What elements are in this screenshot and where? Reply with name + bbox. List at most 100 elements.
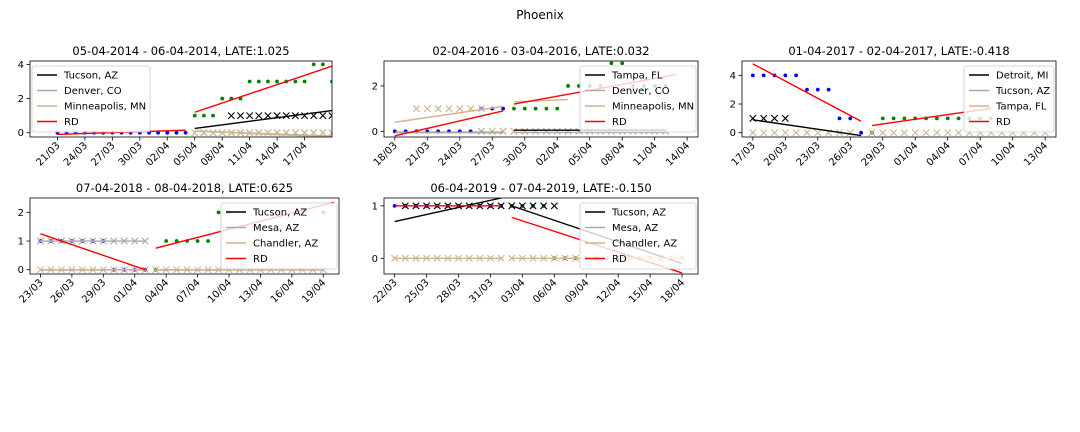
subplot-title: 07-04-2018 - 08-04-2018, LATE:0.625 [76,181,293,195]
legend-label: Minneapolis, MN [64,102,146,113]
point-denver-co [542,127,551,135]
x-tick-label: 03/04 [499,277,527,305]
point-phoenix [512,106,516,111]
point-phoenix [544,106,549,111]
legend-label: Tampa, FL [611,71,663,82]
x-tick-label: 29/03 [860,140,888,168]
point-phoenix [164,239,169,243]
legend-label: Tucson, AZ [252,208,307,219]
legend-box [579,65,697,133]
point-tucson-az [246,112,254,120]
x-tick-label: 23/03 [795,140,823,168]
point-phoenix [174,130,179,135]
y-tick-label: 1 [18,237,24,248]
x-tick-label: 18/04 [659,277,687,305]
point-phoenix [256,79,261,84]
point-phoenix [566,84,570,88]
legend-label: Denver, CO [64,86,122,97]
point-phoenix [934,116,939,121]
legend: Tucson, AZ Denver, CO Minneapolis, MN RD [31,65,151,133]
y-tick-label: 0 [372,254,378,265]
point-minneapolis-mn [209,129,217,137]
x-tick-label: 24/03 [437,140,465,168]
point-tampa-fl [922,129,930,137]
point-minneapolis-mn [412,105,421,113]
legend-label: Tampa, FL [995,102,1047,113]
point-phoenix [293,79,298,84]
legend: Tucson, AZ Mesa, AZ Chandler, AZ RD [220,202,338,270]
point-phoenix [859,130,864,135]
x-tick-label: 12/04 [595,277,623,305]
x-tick-label: 20/03 [762,140,790,168]
axes-frame [383,60,699,138]
point-denver-co [553,127,561,135]
point-minneapolis-mn [328,129,332,137]
x-tick-label: 01/04 [892,140,920,168]
legend-label: RD [253,254,268,265]
legend-label: Minneapolis, MN [612,102,694,113]
x-tick-label: 10/04 [990,140,1018,168]
legend-label: Chandler, AZ [612,239,677,250]
x-tick-label: 05/04 [172,140,200,168]
x-tick-label: 27/03 [469,140,497,168]
line-rd [40,233,146,271]
point-phoenix [211,113,215,118]
point-tucson-az [540,202,548,210]
point-chandler-az [497,254,505,262]
y-tick-label: 2 [18,94,24,105]
point-minneapolis-mn [434,105,442,113]
point-phoenix [195,239,200,243]
x-tick-label: 08/04 [599,140,627,168]
legend-label: RD [64,117,79,128]
axes-frame [29,60,333,138]
line-tucson-az [394,198,502,223]
point-phoenix [275,79,279,84]
point-phoenix [620,61,625,66]
x-tick-label: 28/03 [435,277,463,305]
point-detroit-mi [770,114,779,122]
point-phoenix [956,116,961,121]
x-tick-label: 09/04 [563,277,591,305]
point-tampa-fl [814,129,822,137]
point-phoenix [501,106,506,111]
point-phoenix [302,79,307,84]
x-tick-label: 02/04 [534,140,562,168]
y-tick-label: 0 [730,128,736,139]
subplot-2: 02-04-2016 - 03-04-2016, LATE:0.032 0 2 18/… [372,44,699,169]
point-phoenix [848,116,853,121]
y-tick-label: 0 [372,127,378,138]
point-phoenix [192,113,197,118]
point-tampa-fl [803,129,811,137]
point-phoenix [750,73,755,78]
x-tick-label: 24/03 [62,140,90,168]
y-tick-label: 1 [372,201,378,212]
axes-frame [741,60,1057,138]
point-minneapolis-mn [319,129,327,137]
point-phoenix [555,106,560,111]
point-tucson-az [550,202,558,210]
legend-label: Tucson, AZ [611,208,666,219]
legend-box [963,65,1055,133]
point-tampa-fl [760,129,768,137]
point-minneapolis-mn [456,105,464,113]
point-tucson-az [264,112,272,120]
y-tick-label: 0 [18,265,24,276]
point-minneapolis-mn [488,127,496,135]
x-tick-label: 11/04 [227,140,255,168]
point-phoenix [533,106,538,111]
point-minneapolis-mn [499,127,507,135]
legend-label: Chandler, AZ [253,239,318,250]
point-phoenix [216,210,221,215]
line-minneapolis-mn [394,105,504,123]
point-tampa-fl [900,129,909,137]
x-tick-label: 04/04 [143,277,171,305]
legend-label: RD [996,117,1011,128]
point-tampa-fl [770,129,779,137]
subplot-title: 01-04-2017 - 02-04-2017, LATE:-0.418 [788,44,1009,58]
axes-frame [29,197,340,275]
point-minneapolis-mn [200,129,208,137]
x-tick-label: 06/04 [531,277,559,305]
x-tick-label: 29/03 [80,277,108,305]
point-phoenix [206,239,210,243]
point-tampa-fl [879,129,887,137]
